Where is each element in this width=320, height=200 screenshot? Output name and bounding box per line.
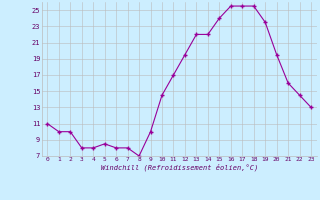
X-axis label: Windchill (Refroidissement éolien,°C): Windchill (Refroidissement éolien,°C)	[100, 164, 258, 171]
